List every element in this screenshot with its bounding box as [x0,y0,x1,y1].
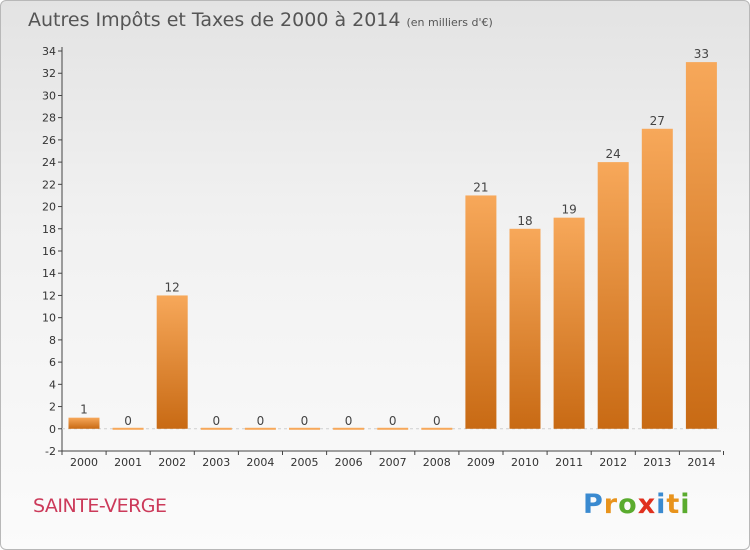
x-tick-label: 2001 [114,456,142,469]
y-tick-label: 34 [42,45,56,58]
x-tick-label: 2000 [70,456,98,469]
y-tick-label: 2 [49,401,56,414]
bar [597,162,629,429]
bar [553,217,585,429]
bar [641,128,673,429]
bar [685,62,717,429]
chart-title-text: Autres Impôts et Taxes de 2000 à 2014 [28,9,401,31]
x-tick-label: 2009 [467,456,495,469]
y-tick-label: 32 [42,67,56,80]
bar [156,295,188,429]
bar-value-label: 0 [212,414,220,428]
x-tick-label: 2006 [335,456,363,469]
x-tick-label: 2013 [643,456,671,469]
x-tick-label: 2012 [599,456,627,469]
x-tick-label: 2014 [687,456,715,469]
bar-value-label: 27 [650,114,665,128]
bar-value-label: 0 [257,414,265,428]
y-tick-label: 6 [49,356,56,369]
x-tick-label: 2007 [379,456,407,469]
x-tick-label: 2010 [511,456,539,469]
bar-value-label: 33 [694,47,709,61]
y-tick-label: 0 [49,423,56,436]
bar-value-label: 18 [517,214,532,228]
x-tick-label: 2003 [202,456,230,469]
y-tick-label: 10 [42,312,56,325]
bar [377,427,409,430]
chart-title: Autres Impôts et Taxes de 2000 à 2014 (en… [28,9,493,31]
bar-value-label: 12 [165,280,180,294]
bar [421,427,453,430]
bar-value-label: 1 [80,403,88,417]
bar-value-label: 0 [124,414,132,428]
y-tick-label: 26 [42,134,56,147]
bar-value-label: 0 [433,414,441,428]
y-tick-label: 28 [42,112,56,125]
x-tick-label: 2008 [423,456,451,469]
y-tick-label: 30 [42,89,56,102]
bar-value-label: 0 [345,414,353,428]
bar [465,195,497,429]
y-tick-label: 4 [49,378,56,391]
y-tick-label: 16 [42,245,56,258]
bar-value-label: 19 [561,203,576,217]
y-tick-label: 18 [42,223,56,236]
bar-value-label: 24 [606,147,621,161]
x-tick-label: 2011 [555,456,583,469]
y-tick-label: -2 [45,445,56,458]
bar [244,427,276,430]
bar [68,417,100,429]
bar [509,228,541,429]
y-tick-label: 8 [49,334,56,347]
y-tick-label: 14 [42,267,56,280]
x-tick-label: 2005 [291,456,319,469]
bar [112,427,144,430]
y-tick-label: 24 [42,156,56,169]
y-tick-label: 12 [42,289,56,302]
chart-unit: (en milliers d'€) [406,16,493,29]
bar [289,427,320,430]
bar-value-label: 0 [301,414,309,428]
bar [333,427,365,430]
bar-value-label: 21 [473,180,488,194]
proxiti-logo: Proxiti [583,489,691,520]
bar [200,427,232,430]
bar-value-label: 0 [389,414,397,428]
x-tick-label: 2002 [158,456,186,469]
y-tick-label: 22 [42,178,56,191]
commune-name: SAINTE-VERGE [33,495,167,517]
x-tick-label: 2004 [246,456,274,469]
y-tick-label: 20 [42,201,56,214]
